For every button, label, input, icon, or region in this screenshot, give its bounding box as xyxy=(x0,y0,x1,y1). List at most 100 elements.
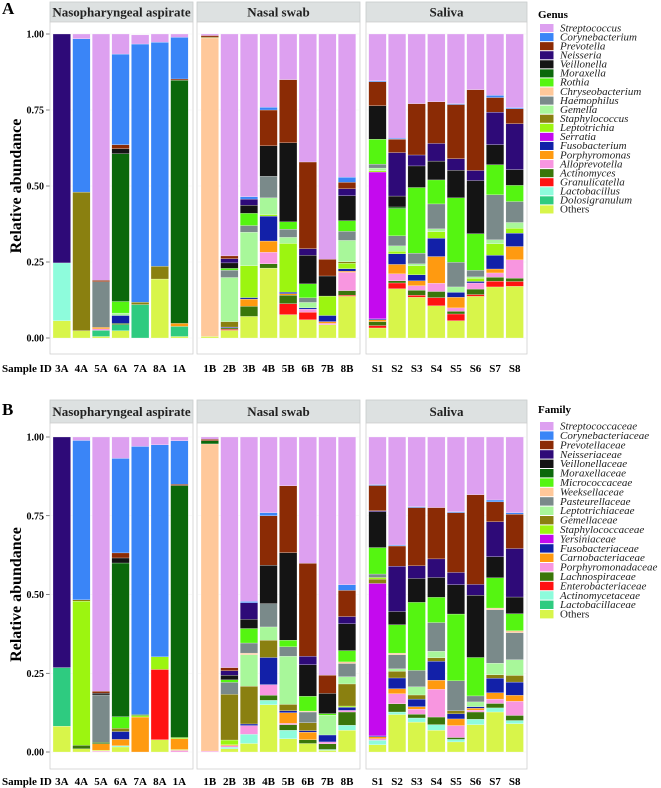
bar-segment-gemella xyxy=(427,228,446,232)
bar-segment-actinomyces xyxy=(466,288,485,295)
bar-segment-prevotella xyxy=(220,255,239,259)
bar-segment-actinomycetaceae xyxy=(279,730,298,739)
bar-segment-dolosigranulum xyxy=(111,324,130,331)
bar-segment-porphyromonadaceae xyxy=(407,709,426,715)
legend-swatch xyxy=(540,525,554,534)
legend-swatch xyxy=(540,563,554,572)
bar-segment-porphyromonadaceae xyxy=(279,723,298,725)
legend-item: Leptotrichiaceae xyxy=(540,505,635,517)
legend-label: Enterobacteriaceae xyxy=(559,580,646,592)
legend-item: Carnobacteriaceae xyxy=(540,552,645,564)
legend-item: Gemellaceae xyxy=(540,515,618,527)
bar-segment-others xyxy=(200,336,219,339)
bar-segment-actinomycetaceae xyxy=(388,711,407,715)
stacked-bar-S5 xyxy=(446,33,465,339)
bar-segment-granulicatella xyxy=(338,295,356,297)
bar-segment-others xyxy=(220,748,239,753)
stacked-bar-6B xyxy=(298,33,317,339)
bar-segment-micrococcaceae xyxy=(486,577,505,609)
bar-segment-leptotrichiaceae xyxy=(318,715,337,736)
legend-label: Moraxellaceae xyxy=(559,468,626,480)
bar-segment-neisseriaceae xyxy=(486,521,505,557)
bar-segment-haemophilus xyxy=(92,281,110,328)
bar-segment-pasteurellaceae xyxy=(505,632,524,660)
legend-item: Chryseobacterium xyxy=(540,86,641,98)
bar-segment-veillonellaceae xyxy=(111,557,130,564)
bar-segment-leptotrichia xyxy=(338,263,356,269)
bar-segment-others xyxy=(170,336,189,339)
bar-segment-streptococcus xyxy=(318,33,337,260)
bar-segment-porphyromonas xyxy=(259,240,278,253)
bar-segment-prevotellaceae xyxy=(388,545,407,567)
bar-segment-pasteurellaceae xyxy=(368,573,387,578)
bar-segment-alloprevotella xyxy=(446,307,465,312)
bar-segment-gemellaceae xyxy=(338,683,356,707)
bar-segment-staphylococcaceae xyxy=(72,600,91,746)
legend-label: Veillonellaceae xyxy=(560,458,627,470)
bar-segment-actinomyces xyxy=(338,290,356,296)
legend-title: Family xyxy=(538,404,571,416)
bar-segment-rothia xyxy=(427,179,446,205)
bar-segment-prevotella xyxy=(200,35,219,38)
bar-segment-streptococcus xyxy=(72,33,91,39)
bar-segment-rothia xyxy=(298,283,317,298)
bar-segment-granulicatella xyxy=(407,295,426,298)
bar-segment-veillonellaceae xyxy=(338,623,356,651)
legend-genus: GenusStreptococcusCorynebacteriumPrevote… xyxy=(538,9,641,216)
bar-segment-gemellaceae xyxy=(407,694,426,700)
legend-swatch xyxy=(540,123,554,132)
bar-segment-veillonellaceae xyxy=(407,578,426,603)
legend-swatch xyxy=(540,87,554,96)
facet-nasopharyngeal-aspirate: Nasopharyngeal aspirate 3A 4A 5A 6A 7A 8A 1A xyxy=(49,399,194,788)
bar-segment-carnobacteriaceae xyxy=(92,743,110,751)
bar-segment-micrococcaceae xyxy=(505,613,524,631)
bar-segment-leptotrichiaceae xyxy=(427,651,446,658)
bar-segment-veillonella xyxy=(220,262,239,269)
legend-swatch xyxy=(540,478,554,487)
bar-segment-others xyxy=(318,324,337,339)
bar-segment-pasteurellaceae xyxy=(92,694,110,743)
legend-item: Prevotellaceae xyxy=(540,439,626,451)
bar-segment-others xyxy=(220,330,239,339)
bar-segment-others xyxy=(111,746,130,753)
legend-label: Prevotellaceae xyxy=(559,439,626,451)
sample-id-tick-label: S3 xyxy=(411,363,423,375)
bar-segment-others xyxy=(427,730,446,753)
legend-label: Fusobacteriaceae xyxy=(559,543,639,555)
sample-id-tick-label: S1 xyxy=(372,776,384,788)
sample-id-tick-label: S8 xyxy=(509,363,521,375)
bar-segment-veillonella xyxy=(259,145,278,177)
sample-id-tick-label: 7B xyxy=(321,776,335,788)
sample-id-tick-label: S6 xyxy=(470,363,482,375)
legend-item: Streptococcaceae xyxy=(540,421,637,433)
bar-segment-others xyxy=(279,314,298,339)
bar-segment-pasteurellaceae xyxy=(279,646,298,657)
bar-segment-actinomyces xyxy=(220,327,239,330)
legend-item: Gemella xyxy=(540,104,598,116)
bar-segment-streptococcaceae xyxy=(200,436,219,440)
bar-segment-pasteurellaceae xyxy=(259,603,278,628)
bar-segment-others xyxy=(368,744,387,753)
sample-id-tick-label: 3B xyxy=(243,363,257,375)
bar-segment-corynebacteriaceae xyxy=(72,440,91,600)
bar-segment-gemellaceae xyxy=(486,674,505,679)
bar-segment-yersiniaceae xyxy=(368,583,387,737)
bar-segment-others xyxy=(240,316,258,339)
sample-id-tick-label: S5 xyxy=(450,363,462,375)
bar-segment-lachnospiraceae xyxy=(279,724,298,731)
bar-segment-prevotellaceae xyxy=(279,485,298,553)
bar-segment-dolosigranulum xyxy=(92,330,110,337)
bar-segment-streptococcaceae xyxy=(259,436,278,513)
bar-segment-leptotrichiaceae xyxy=(338,676,356,685)
panel-A: A Relative abundance 0.00 0.25 0.50 0.75 1.00 S… xyxy=(2,0,641,375)
stacked-bar-S1 xyxy=(368,33,387,339)
sample-id-tick-label: 7B xyxy=(321,363,335,375)
bar-segment-micrococcaceae xyxy=(427,597,446,623)
bar-segment-leptotrichiaceae xyxy=(259,626,278,641)
legend-item: Actinomycetaceae xyxy=(540,590,640,602)
bar-segment-rothia xyxy=(338,220,356,232)
bar-segment-micrococcaceae xyxy=(298,696,317,712)
bar-segment-pasteurellaceae xyxy=(298,711,317,723)
bar-segment-veillonellaceae xyxy=(279,552,298,641)
stacked-bar-3A xyxy=(52,33,71,339)
